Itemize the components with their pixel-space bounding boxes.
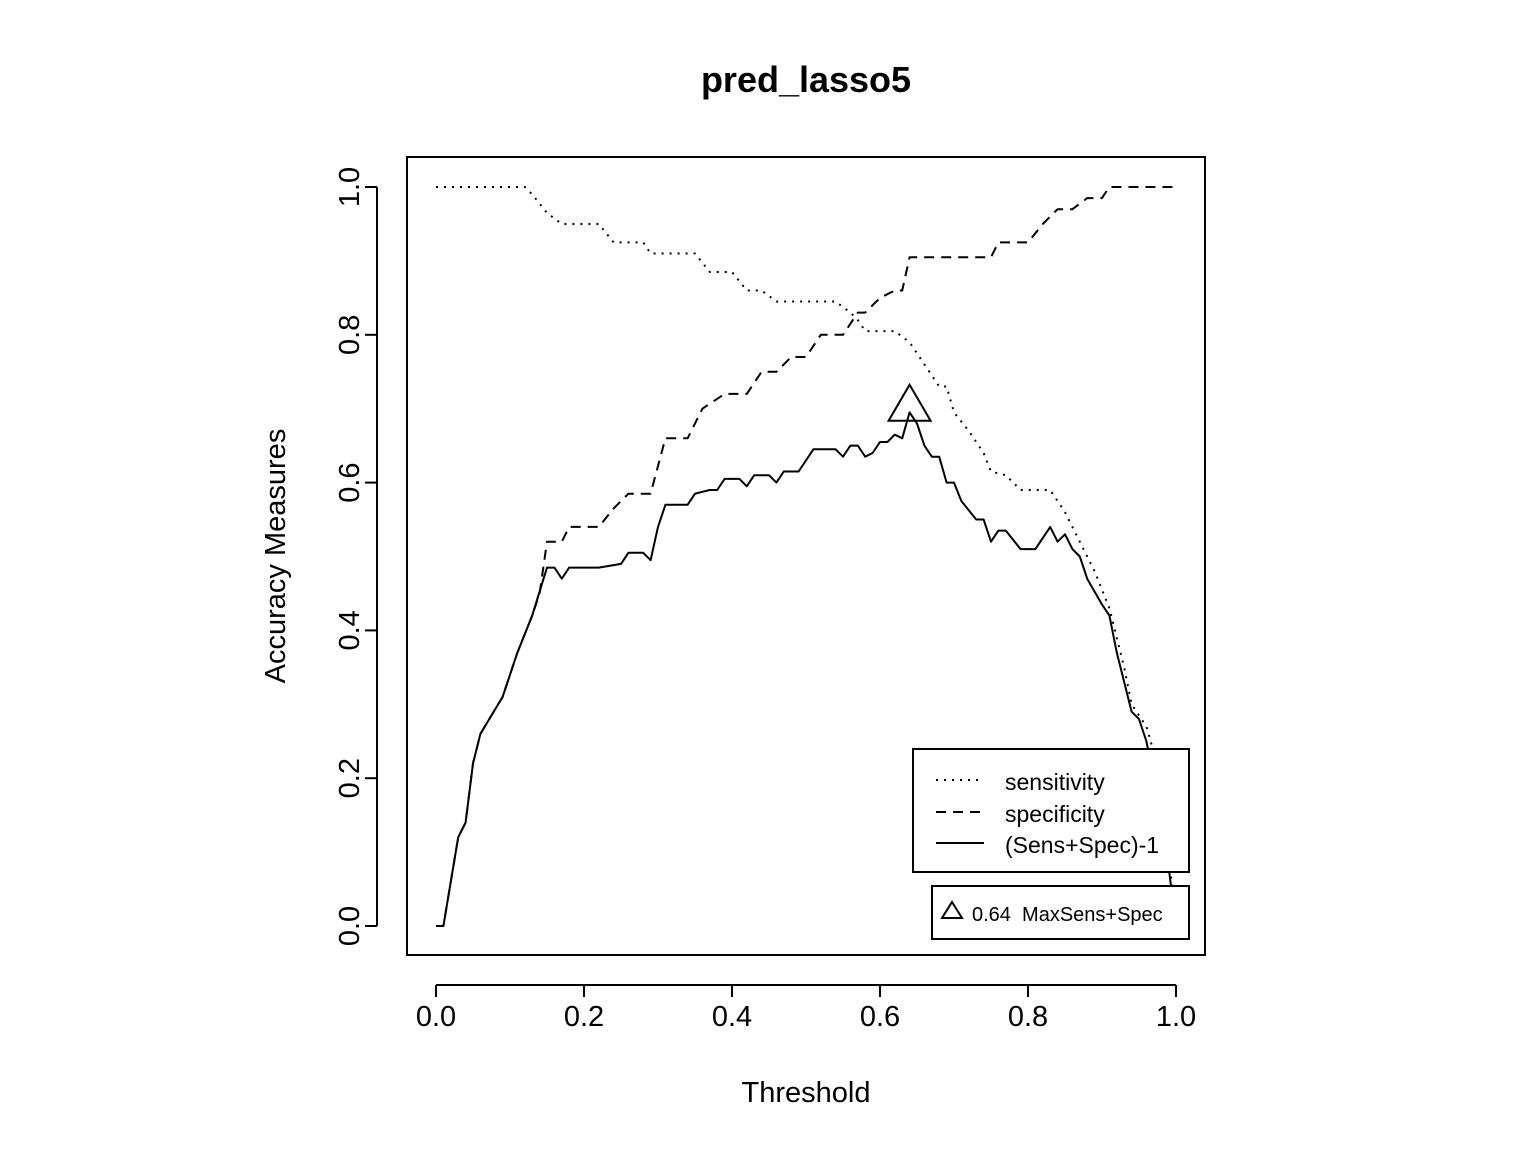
x-axis: 0.0 0.2 0.4 0.6 0.8 1.0 xyxy=(416,984,1196,1033)
y-tick-label: 0.6 xyxy=(334,462,366,502)
y-axis: 0.0 0.2 0.4 0.6 0.8 1.0 xyxy=(334,167,378,946)
x-tick-label: 1.0 xyxy=(1156,1001,1196,1033)
x-tick-label: 0.8 xyxy=(1008,1001,1048,1033)
legend-box xyxy=(912,748,1190,873)
legend: sensitivity specificity (Sens+Spec)-1 0.… xyxy=(912,748,1190,940)
legend-label-youden: (Sens+Spec)-1 xyxy=(1005,832,1159,858)
marker-legend-triangle-icon xyxy=(940,900,964,919)
y-tick-label: 0.4 xyxy=(334,610,366,650)
x-tick-label: 0.0 xyxy=(416,1001,456,1033)
legend-label-sensitivity: sensitivity xyxy=(1005,769,1105,795)
marker-legend-label: 0.64 MaxSens+Spec xyxy=(972,904,1163,926)
plot-frame xyxy=(406,156,1206,956)
max-sens-spec-triangle-icon xyxy=(886,382,933,422)
x-tick-label: 0.6 xyxy=(860,1001,900,1033)
y-axis-label: Accuracy Measures xyxy=(260,429,292,684)
max-marker-layer xyxy=(886,382,933,422)
x-tick-label: 0.2 xyxy=(564,1001,604,1033)
y-tick-label: 0.0 xyxy=(334,906,366,946)
y-tick-label: 0.8 xyxy=(334,315,366,355)
series-line-specificity xyxy=(436,186,1176,927)
marker-legend-box xyxy=(931,885,1190,940)
y-tick-label: 1.0 xyxy=(334,167,366,207)
series-layer xyxy=(436,186,1177,927)
series-line-youden xyxy=(436,411,1177,927)
legend-label-specificity: specificity xyxy=(1005,801,1105,827)
chart-title: pred_lasso5 xyxy=(701,59,911,100)
x-tick-label: 0.4 xyxy=(712,1001,752,1033)
y-tick-label: 0.2 xyxy=(334,758,366,798)
x-axis-label: Threshold xyxy=(742,1077,871,1109)
